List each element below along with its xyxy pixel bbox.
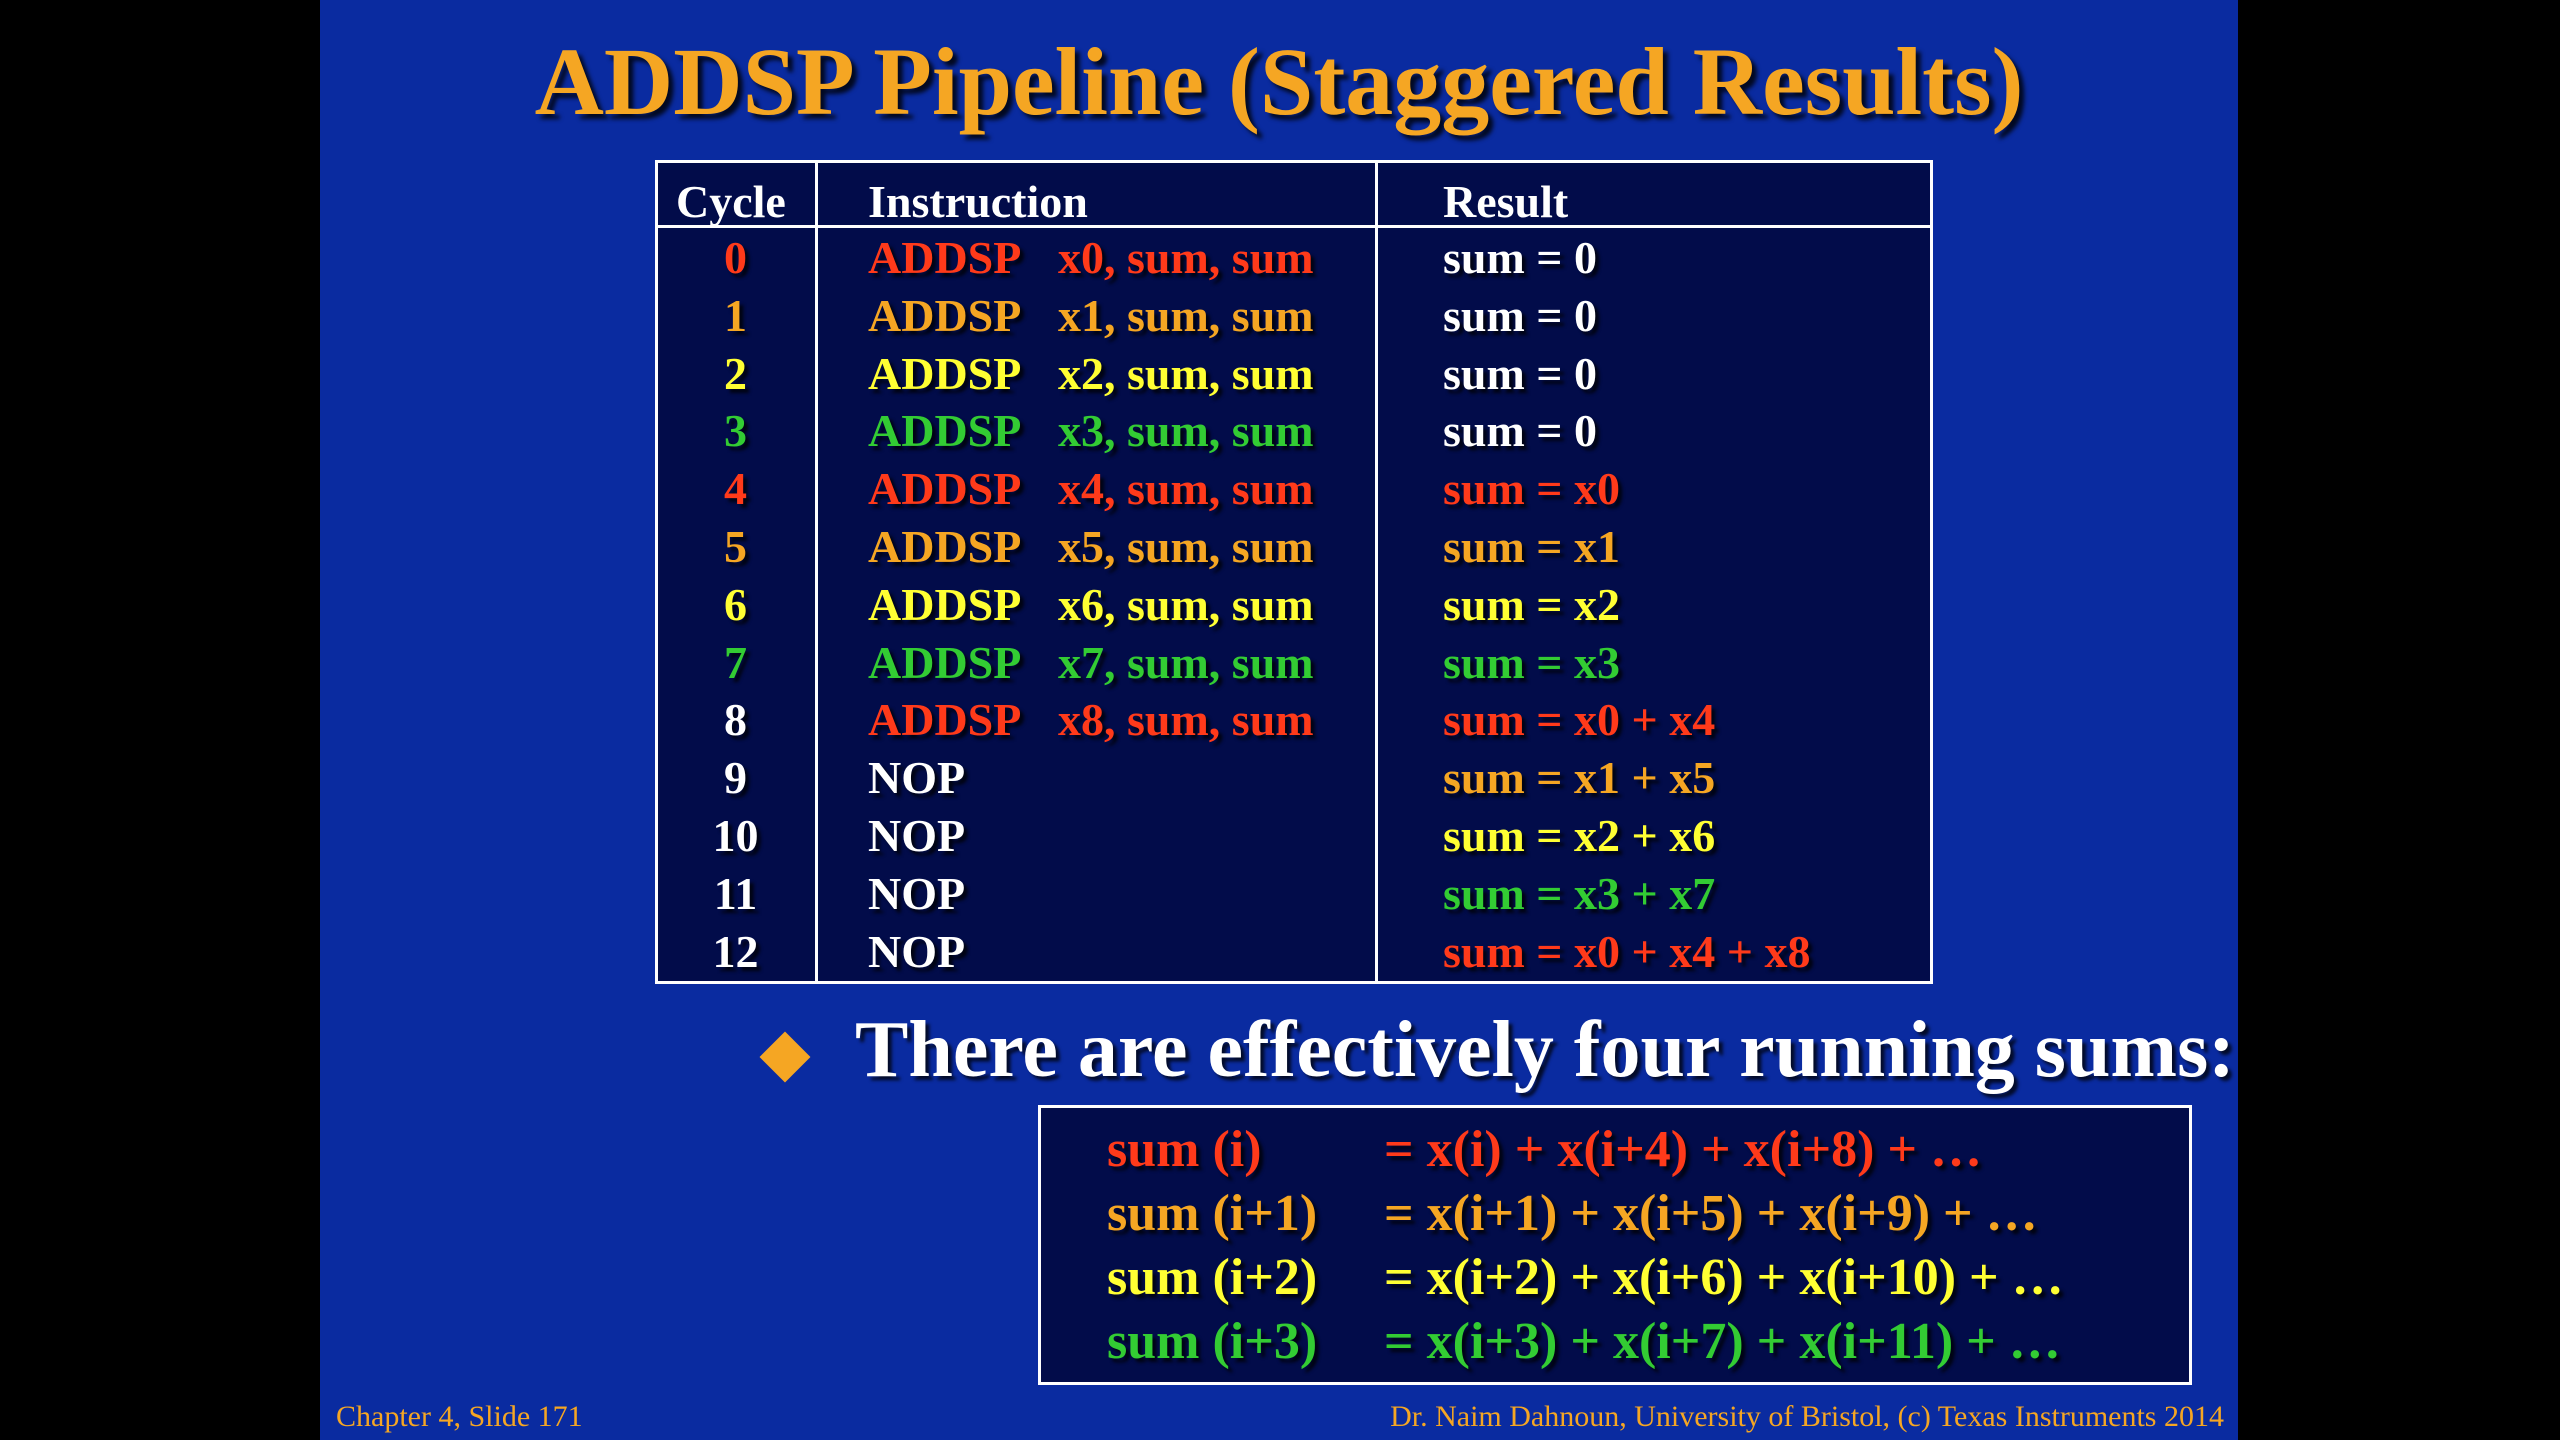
instruction-operands: x7, sum, sum [1058,636,1314,688]
instruction-opcode: ADDSP [868,463,1022,515]
result-cell: sum = 0 [1443,347,1598,399]
bullet-text: There are effectively four running sums: [855,1006,2235,1094]
table-row: 0 ADDSP x0, sum, sum sum = 0 [658,229,1930,286]
sum-name: sum (i+2) [1107,1249,1318,1306]
instruction-operands: x1, sum, sum [1058,289,1314,341]
table-row: 3 ADDSP x3, sum, sum sum = 0 [658,402,1930,459]
instruction-opcode: ADDSP [868,347,1022,399]
table-row: 10 NOP sum = x2 + x6 [658,807,1930,864]
sum-name: sum (i) [1107,1121,1262,1178]
diamond-bullet-icon [759,1031,811,1083]
cycle-cell: 6 [724,578,747,630]
result-cell: sum = x2 [1443,578,1621,630]
cycle-cell: 2 [724,347,747,399]
footer-credit: Dr. Naim Dahnoun, University of Bristol,… [1390,1400,2224,1433]
sum-row: sum (i+1) = x(i+1) + x(i+5) + x(i+9) + … [1041,1182,2189,1246]
cycle-cell: 1 [724,289,747,341]
pipeline-table: Cycle Instruction Result 0 ADDSP x0, sum, … [655,160,1933,984]
table-row: 2 ADDSP x2, sum, sum sum = 0 [658,345,1930,402]
instruction-operands: x3, sum, sum [1058,405,1314,457]
table-row: 6 ADDSP x6, sum, sum sum = x2 [658,576,1930,633]
instruction-opcode: NOP [868,925,966,977]
result-cell: sum = x0 + x4 [1443,694,1716,746]
cycle-cell: 8 [724,694,747,746]
sum-row: sum (i+3) = x(i+3) + x(i+7) + x(i+11) + … [1041,1310,2189,1374]
cycle-cell: 3 [724,405,747,457]
instruction-opcode: ADDSP [868,694,1022,746]
result-cell: sum = x1 + x5 [1443,752,1716,804]
table-row: 5 ADDSP x5, sum, sum sum = x1 [658,518,1930,575]
table-row: 1 ADDSP x1, sum, sum sum = 0 [658,287,1930,344]
column-divider [815,163,818,981]
footer-chapter: Chapter 4, Slide 171 [336,1400,583,1433]
table-row: 9 NOP sum = x1 + x5 [658,749,1930,806]
instruction-opcode: ADDSP [868,578,1022,630]
result-cell: sum = x3 + x7 [1443,867,1716,919]
header-cycle: Cycle [676,176,786,227]
result-cell: sum = x1 [1443,521,1621,572]
sum-name: sum (i+1) [1107,1185,1318,1242]
instruction-operands: x0, sum, sum [1058,232,1314,283]
result-cell: sum = 0 [1443,405,1598,457]
instruction-opcode: NOP [868,752,966,804]
column-divider [1375,163,1378,981]
sum-name: sum (i+3) [1107,1313,1318,1370]
cycle-cell: 9 [724,752,747,804]
instruction-operands: x6, sum, sum [1058,578,1314,630]
header-result: Result [1443,176,1569,227]
cycle-cell: 7 [724,636,747,688]
cycle-cell: 5 [724,521,747,572]
table-row: 7 ADDSP x7, sum, sum sum = x3 [658,634,1930,691]
instruction-opcode: ADDSP [868,405,1022,457]
instruction-opcode: ADDSP [868,232,1022,283]
result-cell: sum = x3 [1443,636,1621,688]
instruction-operands: x4, sum, sum [1058,463,1314,515]
slide: ADDSP Pipeline (Staggered Results) Cycle… [320,0,2238,1440]
slide-title: ADDSP Pipeline (Staggered Results) [534,28,2024,135]
instruction-opcode: ADDSP [868,289,1022,341]
sum-expression: = x(i+1) + x(i+5) + x(i+9) + … [1384,1185,2038,1242]
header-instruction: Instruction [868,176,1088,227]
sum-row: sum (i) = x(i) + x(i+4) + x(i+8) + … [1041,1118,2189,1182]
header-divider [658,225,1930,228]
table-row: 4 ADDSP x4, sum, sum sum = x0 [658,460,1930,517]
instruction-opcode: NOP [868,810,966,861]
result-cell: sum = x0 [1443,463,1621,515]
sum-row: sum (i+2) = x(i+2) + x(i+6) + x(i+10) + … [1041,1246,2189,1310]
result-cell: sum = 0 [1443,232,1598,283]
cycle-cell: 4 [724,463,747,515]
sum-expression: = x(i+3) + x(i+7) + x(i+11) + … [1384,1313,2061,1370]
cycle-cell: 0 [724,232,747,283]
cycle-cell: 11 [713,867,758,919]
instruction-opcode: ADDSP [868,521,1022,572]
instruction-operands: x2, sum, sum [1058,347,1314,399]
running-sums-box: sum (i) = x(i) + x(i+4) + x(i+8) + … sum (… [1038,1105,2192,1385]
table-row: 11 NOP sum = x3 + x7 [658,865,1930,922]
table-row: 8 ADDSP x8, sum, sum sum = x0 + x4 [658,691,1930,748]
instruction-operands: x8, sum, sum [1058,694,1314,746]
cycle-cell: 10 [712,810,759,861]
instruction-opcode: ADDSP [868,636,1022,688]
result-cell: sum = 0 [1443,289,1598,341]
instruction-operands: x5, sum, sum [1058,521,1314,572]
sum-expression: = x(i) + x(i+4) + x(i+8) + … [1384,1121,1983,1178]
result-cell: sum = x2 + x6 [1443,810,1716,861]
cycle-cell: 12 [712,925,759,977]
table-row: 12 NOP sum = x0 + x4 + x8 [658,923,1930,980]
instruction-opcode: NOP [868,867,966,919]
result-cell: sum = x0 + x4 + x8 [1443,925,1811,977]
sum-expression: = x(i+2) + x(i+6) + x(i+10) + … [1384,1249,2064,1306]
